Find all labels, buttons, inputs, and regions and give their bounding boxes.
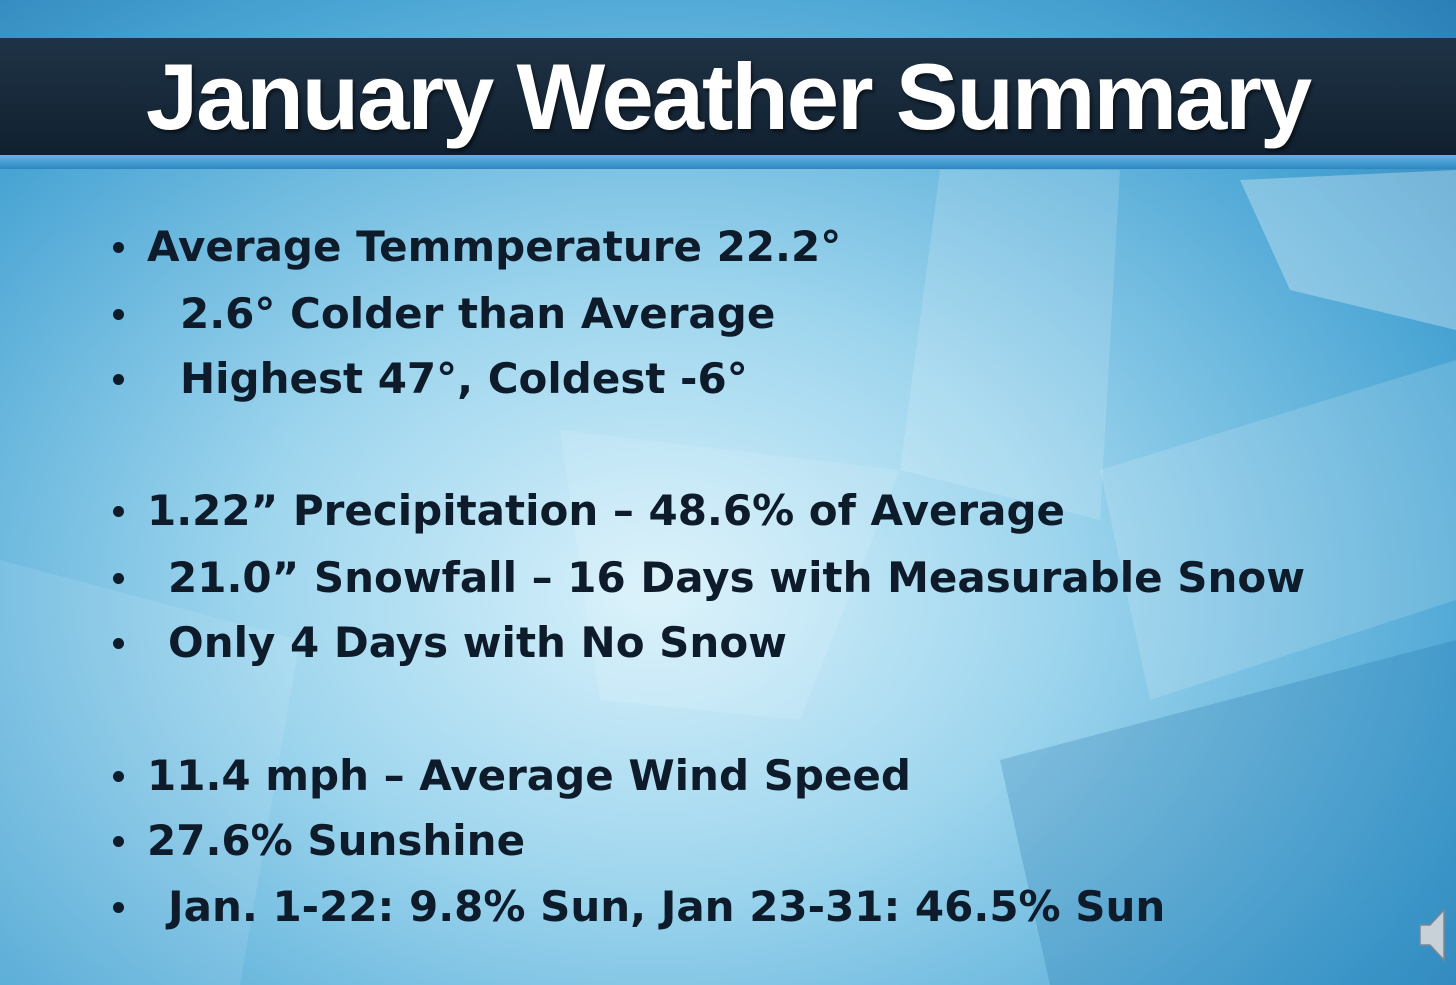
bullet-dot — [113, 836, 124, 847]
bullet-dot — [113, 573, 124, 584]
speaker-icon[interactable] — [1419, 908, 1445, 962]
bullet-dot — [113, 309, 124, 320]
bullet-dot — [113, 771, 124, 782]
bullet-dot — [113, 902, 124, 913]
bullet-text: Only 4 Days with No Snow — [168, 618, 787, 667]
bullet-dot — [113, 638, 124, 649]
bullet-text: 11.4 mph – Average Wind Speed — [147, 751, 911, 800]
bullet-text: Highest 47°, Coldest -6° — [180, 354, 748, 403]
bullet-text: Average Temmperature 22.2° — [147, 222, 842, 271]
slide-title: January Weather Summary — [145, 44, 1312, 149]
bullet-text: 1.22” Precipitation – 48.6% of Average — [147, 486, 1066, 535]
bullet-dot — [113, 374, 124, 385]
title-bar — [0, 38, 1456, 155]
title-stripe — [0, 155, 1456, 169]
bullet-text: 27.6% Sunshine — [147, 816, 526, 865]
bullet-text: 21.0” Snowfall – 16 Days with Measurable… — [168, 553, 1306, 602]
bullet-dot — [113, 506, 124, 517]
bullet-text: 2.6° Colder than Average — [180, 289, 776, 338]
bullet-text: Jan. 1-22: 9.8% Sun, Jan 23-31: 46.5% Su… — [168, 882, 1166, 931]
bullet-dot — [113, 242, 124, 253]
